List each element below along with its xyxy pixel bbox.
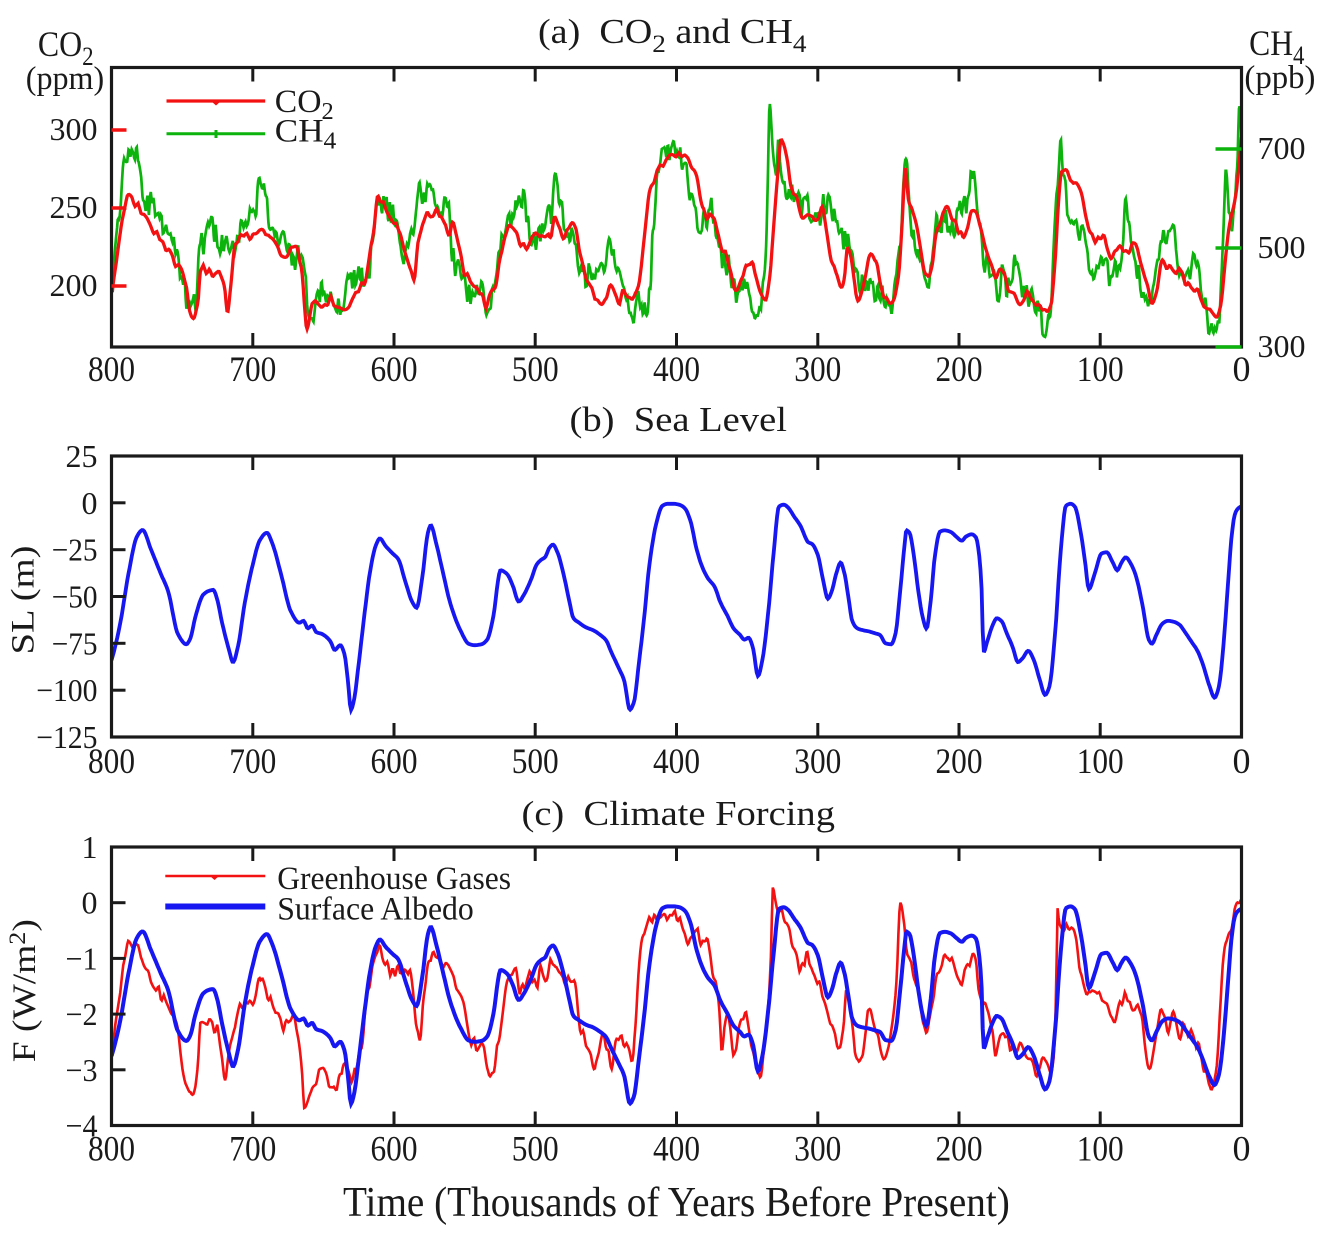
svg-text:0: 0 <box>1233 741 1251 781</box>
svg-text:250: 250 <box>50 189 98 225</box>
svg-text:600: 600 <box>371 1129 418 1169</box>
svg-text:300: 300 <box>50 111 98 147</box>
svg-text:Time (Thousands of Years Befor: Time (Thousands of Years Before Present) <box>343 1179 1010 1226</box>
svg-text:−2: −2 <box>66 996 98 1032</box>
svg-text:300: 300 <box>794 1129 841 1169</box>
svg-text:1: 1 <box>82 829 98 865</box>
svg-text:(a) CO2 and CH4: (a) CO2 and CH4 <box>538 11 806 57</box>
svg-text:−4: −4 <box>66 1108 98 1144</box>
svg-text:−125: −125 <box>36 719 97 755</box>
svg-text:100: 100 <box>1077 741 1124 781</box>
svg-text:100: 100 <box>1077 1129 1124 1169</box>
svg-text:800: 800 <box>88 1129 135 1169</box>
svg-text:(ppm): (ppm) <box>26 61 104 98</box>
svg-text:100: 100 <box>1077 349 1124 389</box>
svg-text:800: 800 <box>88 349 135 389</box>
svg-text:Surface Albedo: Surface Albedo <box>277 891 474 928</box>
svg-text:500: 500 <box>512 349 559 389</box>
svg-text:700: 700 <box>229 349 276 389</box>
svg-text:700: 700 <box>229 741 276 781</box>
svg-text:500: 500 <box>512 1129 559 1169</box>
svg-text:−3: −3 <box>66 1052 98 1088</box>
svg-text:700: 700 <box>229 1129 276 1169</box>
svg-text:(c) Climate Forcing: (c) Climate Forcing <box>522 794 835 833</box>
svg-text:500: 500 <box>1258 229 1306 265</box>
svg-text:0: 0 <box>82 885 98 921</box>
svg-text:−1: −1 <box>66 940 98 976</box>
svg-text:500: 500 <box>512 741 559 781</box>
svg-text:25: 25 <box>66 438 98 474</box>
svg-text:200: 200 <box>936 741 983 781</box>
svg-text:200: 200 <box>936 349 983 389</box>
svg-text:SL (m): SL (m) <box>6 546 42 655</box>
svg-text:600: 600 <box>371 741 418 781</box>
svg-text:700: 700 <box>1258 130 1306 166</box>
svg-text:(ppb): (ppb) <box>1244 60 1315 96</box>
svg-text:−100: −100 <box>36 672 97 708</box>
svg-text:400: 400 <box>653 741 700 781</box>
svg-text:0: 0 <box>1233 1129 1251 1169</box>
svg-text:−50: −50 <box>52 579 98 615</box>
svg-text:200: 200 <box>936 1129 983 1169</box>
svg-text:−25: −25 <box>52 532 98 568</box>
svg-text:(b) Sea Level: (b) Sea Level <box>570 400 787 439</box>
svg-text:200: 200 <box>50 267 98 303</box>
svg-text:−75: −75 <box>52 625 98 661</box>
svg-text:400: 400 <box>653 349 700 389</box>
svg-text:300: 300 <box>1258 328 1306 364</box>
svg-text:300: 300 <box>794 349 841 389</box>
svg-text:Greenhouse Gases: Greenhouse Gases <box>277 859 511 896</box>
svg-text:0: 0 <box>82 485 98 521</box>
svg-text:400: 400 <box>653 1129 700 1169</box>
svg-text:600: 600 <box>371 349 418 389</box>
svg-text:300: 300 <box>794 741 841 781</box>
svg-text:800: 800 <box>88 741 135 781</box>
svg-text:0: 0 <box>1233 349 1251 389</box>
